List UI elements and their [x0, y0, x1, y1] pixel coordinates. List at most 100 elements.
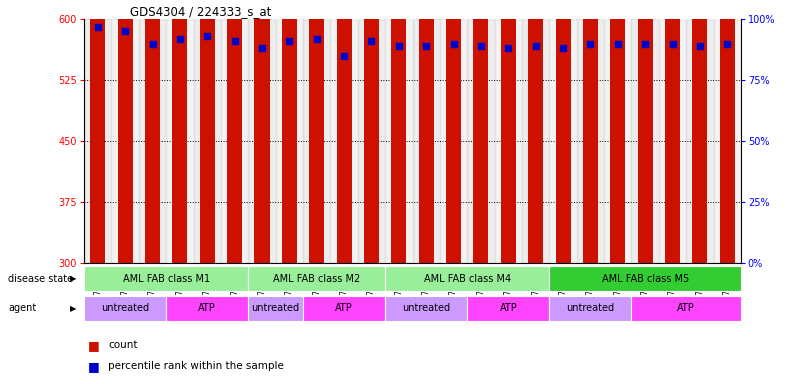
Bar [227, 0, 242, 263]
Text: AML FAB class M2: AML FAB class M2 [273, 274, 360, 284]
Point [91, 23, 104, 30]
Bar [692, 192, 707, 384]
Bar [91, 0, 105, 263]
Bar [248, 296, 303, 321]
Bar [309, 0, 324, 263]
Bar [248, 266, 385, 291]
Bar [720, 147, 735, 384]
Point [201, 33, 214, 39]
Bar [385, 19, 413, 263]
Bar [446, 0, 461, 263]
Bar [364, 0, 379, 263]
Text: ATP: ATP [336, 303, 353, 313]
Bar [610, 0, 626, 263]
Bar [167, 19, 194, 263]
Bar [336, 253, 352, 384]
Bar [631, 19, 658, 263]
Bar [631, 296, 741, 321]
Bar [227, 131, 242, 384]
Bar [528, 0, 543, 263]
Bar [111, 19, 139, 263]
Bar [385, 296, 467, 321]
Bar [419, 208, 433, 384]
Bar [309, 72, 324, 384]
Point [310, 36, 323, 42]
Point [474, 43, 487, 49]
Point [392, 43, 405, 49]
Bar [473, 0, 489, 263]
Bar [610, 142, 626, 384]
Bar [638, 0, 653, 263]
Text: ▶: ▶ [70, 274, 76, 283]
Bar [303, 19, 331, 263]
Text: ■: ■ [88, 339, 100, 352]
Bar [167, 296, 248, 321]
Bar [255, 0, 269, 263]
Bar [276, 19, 303, 263]
Bar [199, 0, 215, 263]
Bar [248, 19, 276, 263]
Bar [282, 0, 297, 263]
Point [174, 36, 187, 42]
Text: ATP: ATP [199, 303, 216, 313]
Bar [604, 19, 631, 263]
Bar [583, 147, 598, 384]
Bar [686, 19, 714, 263]
Point [420, 43, 433, 49]
Text: untreated: untreated [101, 303, 149, 313]
Point [119, 28, 131, 35]
Point [721, 41, 734, 47]
Text: count: count [108, 340, 138, 350]
Point [529, 43, 542, 49]
Bar [720, 0, 735, 263]
Bar [282, 79, 297, 384]
Bar [556, 0, 570, 263]
Text: agent: agent [8, 303, 36, 313]
Text: ATP: ATP [678, 303, 695, 313]
Bar [522, 19, 549, 263]
Bar [446, 149, 461, 384]
Bar [495, 19, 522, 263]
Bar [172, 0, 187, 263]
Text: ■: ■ [88, 360, 100, 373]
Bar [714, 19, 741, 263]
Point [611, 41, 624, 47]
Text: untreated: untreated [402, 303, 450, 313]
Bar [194, 19, 221, 263]
Point [146, 41, 159, 47]
Bar [440, 19, 467, 263]
Bar [467, 19, 495, 263]
Text: AML FAB class M4: AML FAB class M4 [424, 274, 511, 284]
Bar [392, 147, 406, 384]
Point [584, 41, 597, 47]
Bar [139, 19, 167, 263]
Point [557, 45, 570, 51]
Bar [364, 74, 379, 384]
Bar [172, 138, 187, 384]
Bar [501, 0, 516, 263]
Bar [84, 296, 167, 321]
Bar [473, 160, 489, 384]
Bar [467, 296, 549, 321]
Bar [419, 0, 433, 263]
Bar [145, 205, 160, 384]
Bar [331, 19, 358, 263]
Text: ATP: ATP [500, 303, 517, 313]
Point [228, 38, 241, 44]
Point [338, 53, 351, 59]
Bar [118, 74, 133, 384]
Text: ▶: ▶ [70, 304, 76, 313]
Bar [638, 144, 653, 384]
Bar [577, 19, 604, 263]
Text: GDS4304 / 224333_s_at: GDS4304 / 224333_s_at [130, 5, 272, 18]
Bar [556, 195, 570, 384]
Point [502, 45, 515, 51]
Bar [385, 266, 549, 291]
Bar [303, 296, 385, 321]
Bar [501, 208, 516, 384]
Bar [84, 266, 248, 291]
Bar [658, 19, 686, 263]
Bar [692, 0, 707, 263]
Text: untreated: untreated [566, 303, 614, 313]
Bar [199, 85, 215, 384]
